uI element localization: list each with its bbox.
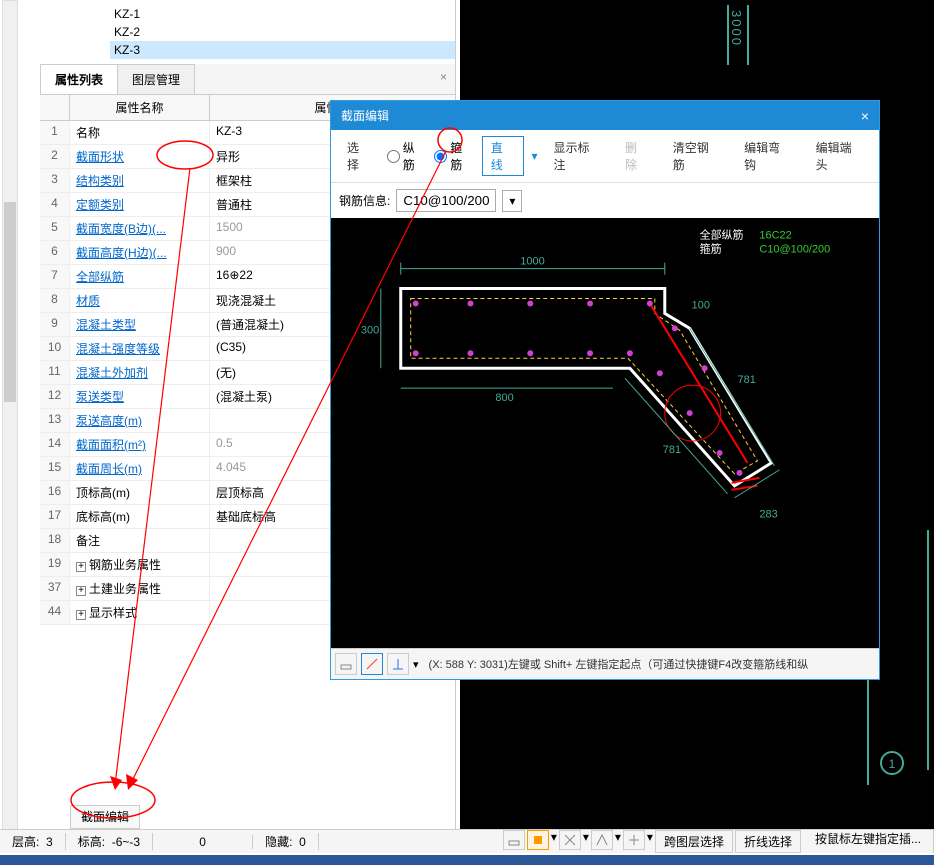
- svg-text:1000: 1000: [520, 256, 544, 268]
- svg-text:100: 100: [692, 299, 710, 311]
- section-edit-button[interactable]: 截面编辑: [70, 805, 140, 829]
- hidden-val: 0: [299, 835, 306, 849]
- svg-text:781: 781: [738, 374, 756, 386]
- sb-icon-5[interactable]: [623, 830, 645, 850]
- btn-editend[interactable]: 编辑端头: [808, 137, 871, 175]
- btn-editbend[interactable]: 编辑弯钩: [736, 137, 799, 175]
- dialog-title-text: 截面编辑: [341, 107, 389, 124]
- radio-stirrup[interactable]: 箍筋: [434, 139, 474, 173]
- hidden-label: 隐藏:: [265, 835, 292, 849]
- sb-icon-3[interactable]: [559, 830, 581, 850]
- dialog-canvas[interactable]: 全部纵筋 16C22 箍筋 C10@100/200 1000: [331, 218, 879, 648]
- tool-snap-1[interactable]: [335, 653, 357, 675]
- svg-text:300: 300: [361, 324, 379, 336]
- svg-text:16C22: 16C22: [759, 230, 791, 242]
- svg-text:C10@100/200: C10@100/200: [759, 244, 830, 256]
- dialog-statusbar: ▾ (X: 588 Y: 3031)左键或 Shift+ 左键指定起点（可通过快…: [331, 648, 879, 679]
- hint-text: 按鼠标左键指定插...: [803, 830, 934, 853]
- tab-layers[interactable]: 图层管理: [117, 64, 195, 94]
- tool-snap-3[interactable]: [387, 653, 409, 675]
- dialog-rebar-info: 钢筋信息: ▾: [331, 183, 879, 218]
- panel-close-icon[interactable]: ×: [440, 70, 447, 84]
- axis-bubble-1: 1: [880, 751, 904, 775]
- dialog-status-text: (X: 588 Y: 3031)左键或 Shift+ 左键指定起点（可通过快捷键…: [429, 656, 809, 672]
- dialog-close-icon[interactable]: ×: [861, 108, 869, 124]
- tool-dropdown[interactable]: ▾: [413, 658, 419, 671]
- rebar-info-dropdown[interactable]: ▾: [502, 190, 522, 212]
- taskbar: [0, 855, 934, 865]
- tab-properties[interactable]: 属性列表: [40, 64, 118, 94]
- rebar-info-input[interactable]: [396, 189, 496, 212]
- col-header-name: 属性名称: [70, 95, 210, 120]
- radio-vrebar[interactable]: 纵筋: [387, 139, 427, 173]
- btn-delete[interactable]: 删除: [617, 137, 657, 175]
- tree-item-kz2[interactable]: KZ-2: [110, 23, 455, 41]
- svg-text:全部纵筋: 全部纵筋: [700, 228, 744, 242]
- dialog-toolbar: 选择 纵筋 箍筋 直线▾ 显示标注 删除 清空钢筋 编辑弯钩 编辑端头: [331, 130, 879, 183]
- tabs: 属性列表 图层管理: [40, 64, 455, 95]
- tool-snap-2[interactable]: [361, 653, 383, 675]
- btn-polyline-select[interactable]: 折线选择: [735, 830, 801, 853]
- sb-icon-1[interactable]: [503, 830, 525, 850]
- svg-text:781: 781: [663, 444, 681, 456]
- svg-text:箍筋: 箍筋: [700, 242, 722, 256]
- sb-icon-2[interactable]: [527, 830, 549, 850]
- svg-text:283: 283: [759, 509, 777, 521]
- zero: 0: [153, 835, 253, 849]
- dialog-titlebar[interactable]: 截面编辑 ×: [331, 101, 879, 130]
- floor-label: 层高:: [12, 835, 39, 849]
- status-bar: 层高: 3 标高: -6~-3 0 隐藏: 0 ▾ ▾ ▾ ▾ 跨图层选择 折线…: [0, 829, 934, 853]
- elev-val: -6~-3: [112, 835, 140, 849]
- tree-item-kz3[interactable]: KZ-3: [110, 41, 455, 59]
- dim-3000: 3000: [729, 10, 744, 47]
- btn-select[interactable]: 选择: [339, 137, 379, 175]
- btn-showdim[interactable]: 显示标注: [546, 137, 609, 175]
- section-edit-dialog: 截面编辑 × 选择 纵筋 箍筋 直线▾ 显示标注 删除 清空钢筋 编辑弯钩 编辑…: [330, 100, 880, 680]
- tree: KZ-1 KZ-2 KZ-3: [40, 0, 455, 64]
- elev-label: 标高:: [78, 835, 105, 849]
- btn-line[interactable]: 直线: [482, 136, 524, 176]
- tree-item-kz1[interactable]: KZ-1: [110, 5, 455, 23]
- btn-clear[interactable]: 清空钢筋: [665, 137, 728, 175]
- rebar-info-label: 钢筋信息:: [339, 192, 390, 209]
- btn-cross-layer[interactable]: 跨图层选择: [655, 830, 733, 853]
- sb-icon-4[interactable]: [591, 830, 613, 850]
- floor-val: 3: [46, 835, 53, 849]
- scrollbar-v[interactable]: [2, 0, 18, 830]
- svg-text:800: 800: [495, 392, 513, 404]
